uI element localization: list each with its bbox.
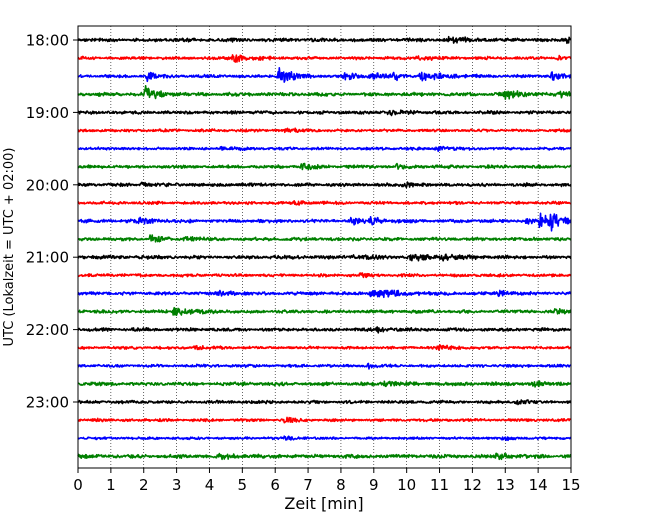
y-tick-label: 22:00 [26, 321, 69, 339]
y-tick-label: 21:00 [26, 249, 69, 267]
y-axis-label: UTC (Lokalzeit = UTC + 02:00) [2, 148, 17, 347]
trace-row [77, 362, 572, 370]
x-tick-label: 7 [303, 476, 313, 494]
trace-row [77, 416, 572, 424]
y-tick-label: 19:00 [26, 104, 69, 122]
trace-row [77, 127, 572, 134]
x-tick-label: 4 [205, 476, 215, 494]
x-tick-label: 11 [430, 476, 449, 494]
trace-row [77, 85, 572, 100]
x-axis-ticks: 0 1 2 3 4 5 6 7 8 9 10 11 12 13 14 15 [73, 468, 581, 494]
x-axis-label: Zeit [min] [284, 494, 363, 513]
x-tick-label: 13 [496, 476, 515, 494]
trace-row [77, 234, 572, 243]
y-axis-ticks: 18:00 19:00 20:00 21:00 22:00 23:00 [26, 32, 78, 412]
trace-row [77, 399, 572, 406]
x-tick-label: 0 [73, 476, 83, 494]
trace-row [77, 253, 572, 262]
y-tick-label: 20:00 [26, 176, 69, 194]
trace-row [77, 289, 572, 299]
trace-row [77, 199, 572, 206]
trace-row [77, 35, 572, 45]
x-tick-label: 9 [369, 476, 379, 494]
trace-row [77, 212, 572, 232]
trace-row [77, 181, 572, 189]
x-tick-label: 6 [270, 476, 280, 494]
trace-row [77, 344, 572, 351]
trace-row [77, 145, 572, 153]
trace-lines [77, 35, 572, 461]
trace-row [77, 54, 572, 63]
trace-row [77, 306, 572, 317]
x-tick-label: 14 [529, 476, 548, 494]
x-tick-label: 15 [561, 476, 580, 494]
trace-row [77, 272, 572, 279]
x-tick-label: 3 [172, 476, 182, 494]
x-tick-label: 2 [139, 476, 149, 494]
x-tick-label: 5 [238, 476, 248, 494]
plot-frame [77, 25, 572, 469]
y-tick-label: 23:00 [26, 394, 69, 412]
trace-row [77, 162, 572, 171]
trace-row [77, 435, 572, 442]
trace-row [77, 66, 572, 83]
trace-row [77, 109, 572, 117]
x-tick-label: 8 [336, 476, 346, 494]
x-tick-label: 12 [463, 476, 482, 494]
x-tick-label: 1 [106, 476, 116, 494]
y-tick-label: 18:00 [26, 32, 69, 50]
trace-row [77, 452, 572, 461]
trace-row [77, 326, 572, 334]
x-tick-label: 10 [397, 476, 416, 494]
trace-row [77, 380, 572, 388]
